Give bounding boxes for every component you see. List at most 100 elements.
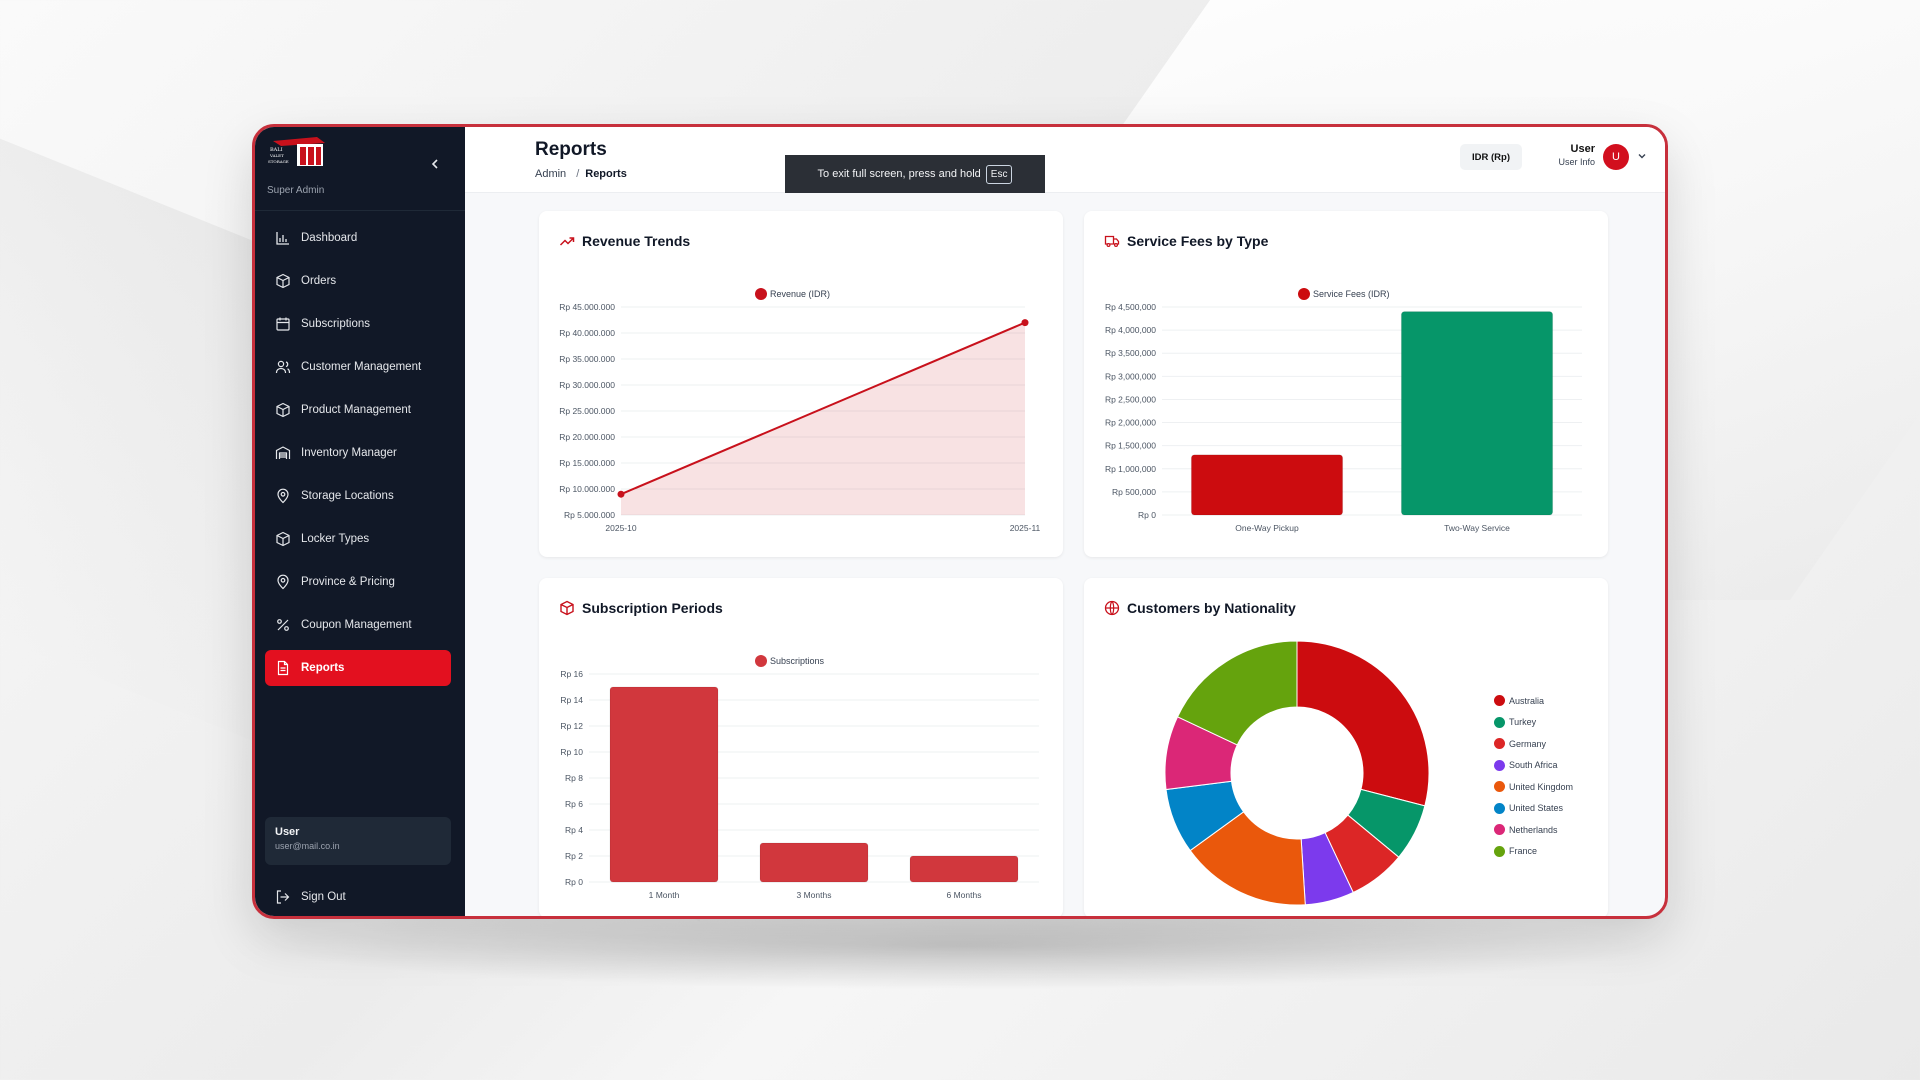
y-tick-label: Rp 4	[565, 825, 583, 835]
sidebar-item-label: Storage Locations	[301, 490, 394, 502]
nationality-donut-chart	[1164, 640, 1430, 906]
y-tick-label: Rp 2,500,000	[1105, 394, 1156, 404]
top-header: Reports Admin / Reports To exit full scree…	[465, 127, 1665, 193]
bar	[1400, 311, 1554, 516]
legend-label: United Kingdom	[1509, 781, 1574, 792]
collapse-sidebar-button[interactable]	[429, 157, 441, 173]
bar	[909, 855, 1019, 883]
page-title: Reports	[535, 139, 607, 160]
legend-item[interactable]: Netherlands	[1494, 819, 1573, 841]
legend-label: France	[1509, 846, 1538, 857]
chevron-down-icon	[1638, 154, 1646, 159]
svg-text:VALET: VALET	[269, 153, 284, 158]
legend-item[interactable]: France	[1494, 841, 1573, 863]
legend-item[interactable]: Germany	[1494, 733, 1573, 755]
legend-item[interactable]: Australia	[1494, 690, 1573, 712]
legend-swatch	[755, 655, 767, 667]
sidebar-user-card[interactable]: User user@mail.co.in	[265, 817, 451, 865]
y-tick-label: Rp 4,500,000	[1105, 302, 1156, 312]
divider	[255, 210, 465, 211]
truck-icon	[1104, 233, 1120, 249]
x-tick-label: Two-Way Service	[1444, 523, 1510, 533]
box-icon	[275, 531, 291, 547]
y-tick-label: Rp 4,000,000	[1105, 325, 1156, 335]
x-tick-label: 6 Months	[947, 890, 982, 900]
sidebar-item-label: Product Management	[301, 404, 411, 416]
sidebar-item-label: Orders	[301, 275, 337, 287]
box-icon	[559, 600, 575, 616]
legend-item[interactable]: United States	[1494, 798, 1573, 820]
sidebar-nav: Dashboard Orders Subscriptions Customer …	[265, 220, 451, 693]
card-title-text: Subscription Periods	[582, 600, 723, 616]
sidebar-item-label: Inventory Manager	[301, 447, 397, 459]
sidebar-item-province-pricing[interactable]: Province & Pricing	[265, 564, 451, 600]
y-tick-label: Rp 0	[1138, 510, 1156, 520]
series-line	[620, 321, 1026, 496]
legend-label: South Africa	[1509, 760, 1558, 771]
breadcrumb-admin[interactable]: Admin	[535, 168, 567, 180]
sign-out-button[interactable]: Sign Out	[275, 889, 346, 905]
y-tick-label: Rp 1,500,000	[1105, 441, 1156, 451]
legend-item[interactable]: South Africa	[1494, 755, 1573, 777]
service-fees-chart: Rp 0 Rp 500,000 Rp 1,000,000 Rp 1,500,000 Rp…	[1105, 288, 1582, 533]
donut-slice	[1176, 640, 1298, 746]
globe-icon	[1104, 600, 1120, 616]
legend-swatch	[1494, 759, 1505, 771]
users-icon	[275, 359, 291, 375]
revenue-chart: Rp 5.000.000 Rp 10.000.000 Rp 15.000.000 Rp…	[559, 288, 1041, 533]
bar	[759, 842, 869, 883]
fullscreen-notice: To exit full screen, press and hold Esc	[785, 155, 1045, 193]
trending-up-icon	[559, 233, 575, 249]
svg-text:STORAGE: STORAGE	[268, 159, 289, 164]
sidebar-item-orders[interactable]: Orders	[265, 263, 451, 299]
y-tick-label: Rp 10	[560, 747, 583, 757]
legend-item[interactable]: Turkey	[1494, 712, 1573, 734]
legend-swatch	[1494, 781, 1505, 793]
user-menu-toggle[interactable]	[1637, 151, 1647, 164]
bar-chart-icon	[275, 230, 291, 246]
chevron-left-icon	[431, 159, 438, 169]
currency-selector[interactable]: IDR (Rp)	[1460, 144, 1522, 170]
y-tick-label: Rp 16	[560, 669, 583, 679]
sidebar-item-product-management[interactable]: Product Management	[265, 392, 451, 428]
y-tick-label: Rp 15.000.000	[559, 458, 615, 468]
header-user-info[interactable]: User User Info	[1535, 143, 1595, 167]
y-tick-label: Rp 14	[560, 695, 583, 705]
sidebar-item-dashboard[interactable]: Dashboard	[265, 220, 451, 256]
avatar[interactable]: U	[1603, 144, 1629, 170]
svg-text:BALI: BALI	[270, 147, 283, 153]
map-pin-icon	[275, 574, 291, 590]
legend-label: Subscriptions	[770, 656, 825, 666]
y-tick-label: Rp 500,000	[1112, 487, 1156, 497]
sidebar-item-customer-management[interactable]: Customer Management	[265, 349, 451, 385]
legend-label: Turkey	[1509, 717, 1537, 728]
legend-swatch	[1494, 845, 1505, 857]
y-tick-label: Rp 3,500,000	[1105, 348, 1156, 358]
sidebar-item-label: Subscriptions	[301, 318, 371, 330]
sidebar-item-label: Locker Types	[301, 533, 370, 545]
sidebar-item-reports[interactable]: Reports	[265, 650, 451, 686]
card-title-text: Revenue Trends	[582, 233, 691, 249]
bar	[1190, 454, 1344, 516]
fullscreen-notice-text: To exit full screen, press and hold	[817, 168, 981, 180]
legend-swatch	[1298, 288, 1310, 300]
donut-slice	[1296, 640, 1430, 807]
legend-label: Netherlands	[1509, 824, 1558, 835]
sidebar-item-label: Customer Management	[301, 361, 422, 373]
x-tick-label: 1 Month	[649, 890, 680, 900]
sidebar-item-inventory-manager[interactable]: Inventory Manager	[265, 435, 451, 471]
sidebar-item-subscriptions[interactable]: Subscriptions	[265, 306, 451, 342]
sidebar-item-locker-types[interactable]: Locker Types	[265, 521, 451, 557]
legend-swatch	[1494, 824, 1505, 836]
y-tick-label: Rp 12	[560, 721, 583, 731]
x-tick-label: One-Way Pickup	[1235, 523, 1299, 533]
x-tick-label: 3 Months	[797, 890, 832, 900]
legend-swatch	[1494, 716, 1505, 728]
sidebar-item-label: Dashboard	[301, 232, 358, 244]
card-title-text: Service Fees by Type	[1127, 233, 1269, 249]
y-tick-label: Rp 1,000,000	[1105, 464, 1156, 474]
legend-item[interactable]: United Kingdom	[1494, 776, 1573, 798]
nationality-legend: Australia Turkey Germany South Africa United…	[1494, 690, 1573, 862]
sidebar-item-coupon-management[interactable]: Coupon Management	[265, 607, 451, 643]
sidebar-item-storage-locations[interactable]: Storage Locations	[265, 478, 451, 514]
